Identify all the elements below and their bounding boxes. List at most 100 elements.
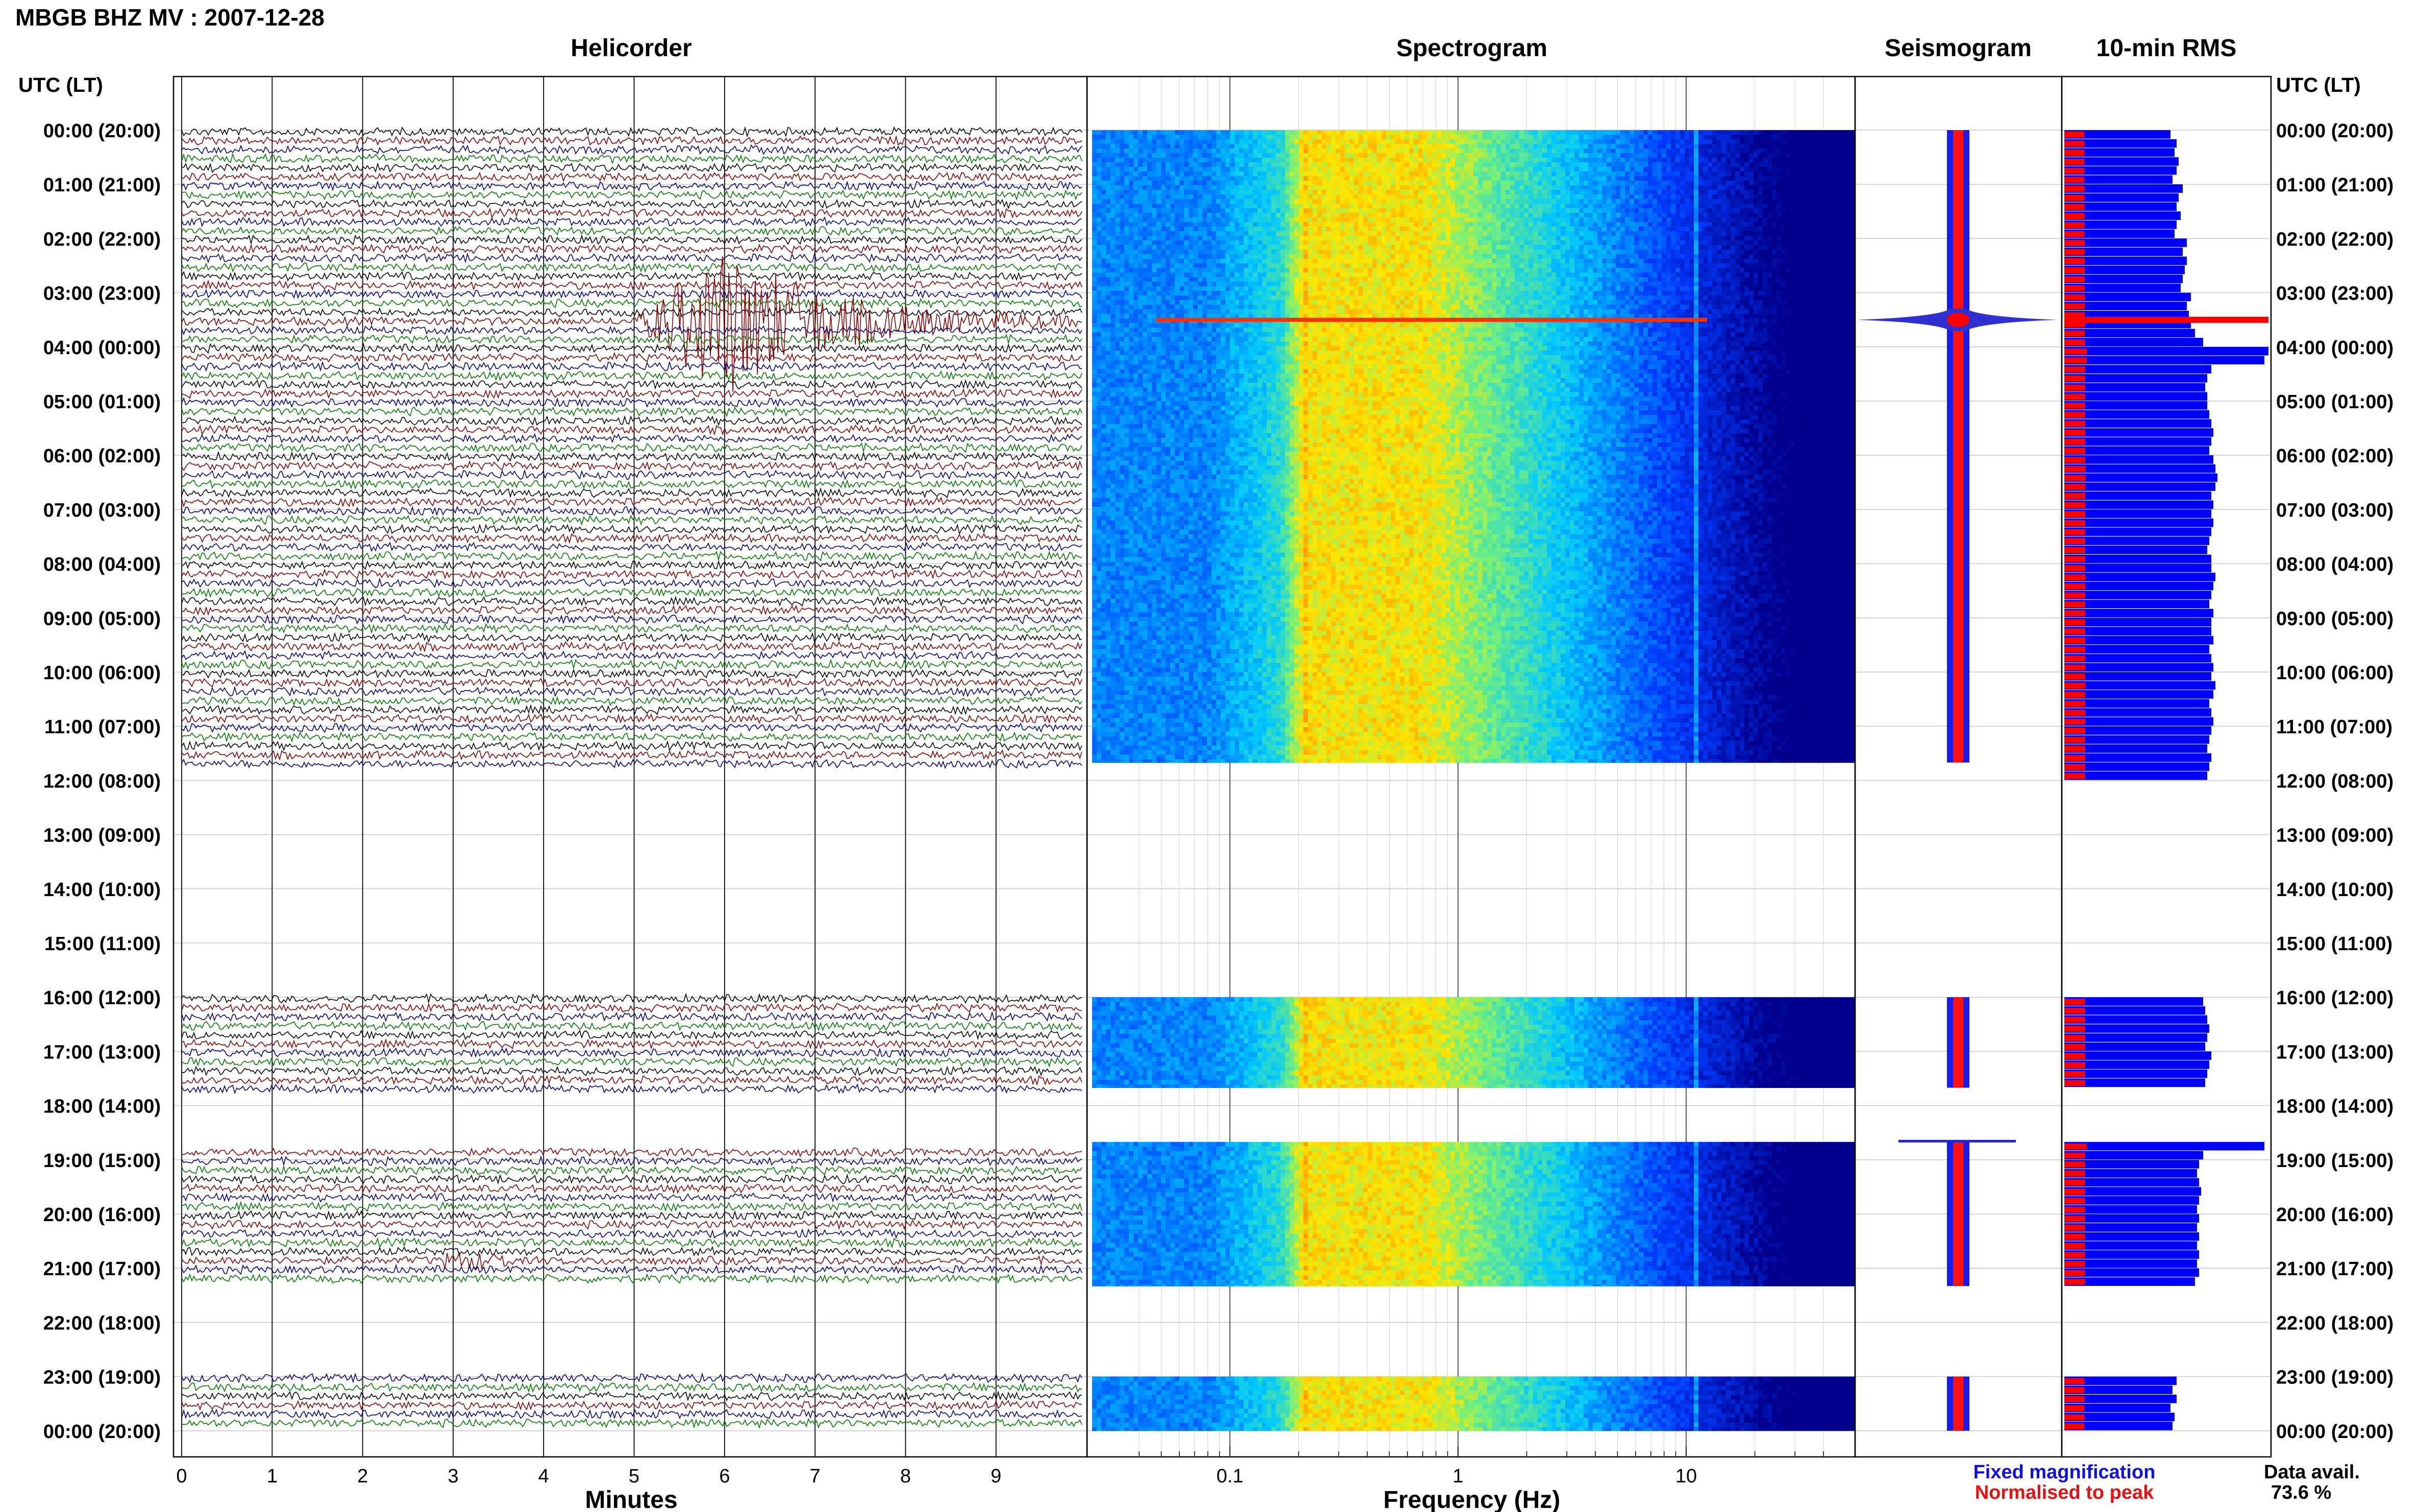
spectrogram-cell [1336,153,1341,158]
spectrogram-cell [1308,190,1313,195]
spectrogram-cell [1528,204,1534,209]
spectrogram-cell [1409,162,1414,167]
spectrogram-cell [1533,240,1538,245]
spectrogram-cell [1239,194,1244,200]
spectrogram-cell [1152,204,1157,209]
spectrogram-cell [1593,227,1598,232]
spectrogram-cell [1097,231,1102,236]
spectrogram-cell [1804,144,1809,149]
spectrogram-cell [1735,204,1740,209]
spectrogram-cell [1427,185,1433,190]
spectrogram-cell [1850,259,1855,264]
spectrogram-cell [1189,213,1194,218]
spectrogram-cell [1519,250,1524,255]
spectrogram-cell [1786,231,1791,236]
spectrogram-cell [1496,176,1501,181]
spectrogram-cell [1248,217,1253,222]
spectrogram-cell [1492,190,1497,195]
spectrogram-cell [1556,254,1561,259]
spectrogram-cell [1574,194,1579,200]
spectrogram-cell [1345,231,1350,236]
spectrogram-cell [1528,162,1534,167]
spectrogram-cell [1547,240,1552,245]
spectrogram-cell [1767,199,1772,204]
spectrogram-cell [1836,130,1841,135]
spectrogram-cell [1496,144,1501,149]
spectrogram-cell [1611,171,1616,177]
spectrogram-cell [1239,217,1244,222]
spectrogram-cell [1147,194,1152,200]
spectrogram-cell [1372,158,1377,163]
spectrogram-cell [1280,254,1286,259]
spectrogram-cell [1845,259,1850,264]
spectrogram-cell [1607,217,1612,222]
spectrogram-cell [1822,217,1828,222]
spectrogram-cell [1556,153,1561,158]
spectrogram-cell [1652,245,1658,250]
spectrogram-cell [1101,167,1106,172]
spectrogram-cell [1427,135,1433,140]
spectrogram-cell [1253,135,1258,140]
spectrogram-cell [1313,259,1318,264]
spectrogram-cell [1473,171,1478,177]
spectrogram-cell [1832,148,1837,154]
spectrogram-cell [1460,171,1465,177]
spectrogram-cell [1290,139,1295,144]
spectrogram-cell [1225,135,1230,140]
spectrogram-cell [1386,185,1391,190]
spectrogram-cell [1565,139,1570,144]
helicorder-trace [181,397,1082,408]
spectrogram-cell [1248,185,1253,190]
spectrogram-cell [1363,144,1368,149]
spectrogram-cell [1464,245,1469,250]
spectrogram-cell [1202,199,1207,204]
spectrogram-cell [1533,139,1538,144]
spectrogram-cell [1786,130,1791,135]
spectrogram-cell [1799,190,1805,195]
spectrogram-cell [1634,162,1639,167]
spectrogram-cell [1680,148,1685,154]
spectrogram-cell [1528,227,1534,232]
spectrogram-cell [1248,158,1253,163]
spectrogram-cell [1827,208,1832,213]
spectrogram-cell [1584,176,1589,181]
spectrogram-cell [1547,199,1552,204]
spectrogram-cell [1239,204,1244,209]
spectrogram-cell [1354,240,1359,245]
spectrogram-cell [1147,130,1152,135]
spectrogram-cell [1363,158,1368,163]
spectrogram-cell [1193,135,1198,140]
spectrogram-cell [1822,158,1828,163]
helicorder-trace [181,1372,1082,1384]
spectrogram-cell [1450,227,1455,232]
spectrogram-cell [1611,259,1616,264]
spectrogram-cell [1818,130,1823,135]
spectrogram-cell [1827,181,1832,186]
spectrogram-cell [1368,167,1373,172]
spectrogram-cell [1308,139,1313,144]
spectrogram-cell [1786,208,1791,213]
spectrogram-cell [1698,153,1704,158]
spectrogram-cell [1285,254,1290,259]
spectrogram-cell [1639,222,1644,227]
spectrogram-cell [1726,135,1731,140]
spectrogram-cell [1588,208,1593,213]
spectrogram-cell [1469,190,1474,195]
spectrogram-cell [1478,135,1483,140]
spectrogram-cell [1202,213,1207,218]
spectrogram-cell [1611,254,1616,259]
spectrogram-cell [1639,162,1644,167]
spectrogram-cell [1510,208,1515,213]
spectrogram-cell [1235,236,1240,241]
spectrogram-cell [1308,217,1313,222]
spectrogram-cell [1607,139,1612,144]
spectrogram-cell [1588,259,1593,264]
spectrogram-cell [1519,199,1524,204]
spectrogram-cell [1326,250,1331,255]
spectrogram-cell [1441,254,1446,259]
spectrogram-cell [1437,245,1442,250]
spectrogram-cell [1515,222,1520,227]
spectrogram-cell [1822,213,1828,218]
spectrogram-cell [1602,213,1607,218]
spectrogram-cell [1845,213,1850,218]
